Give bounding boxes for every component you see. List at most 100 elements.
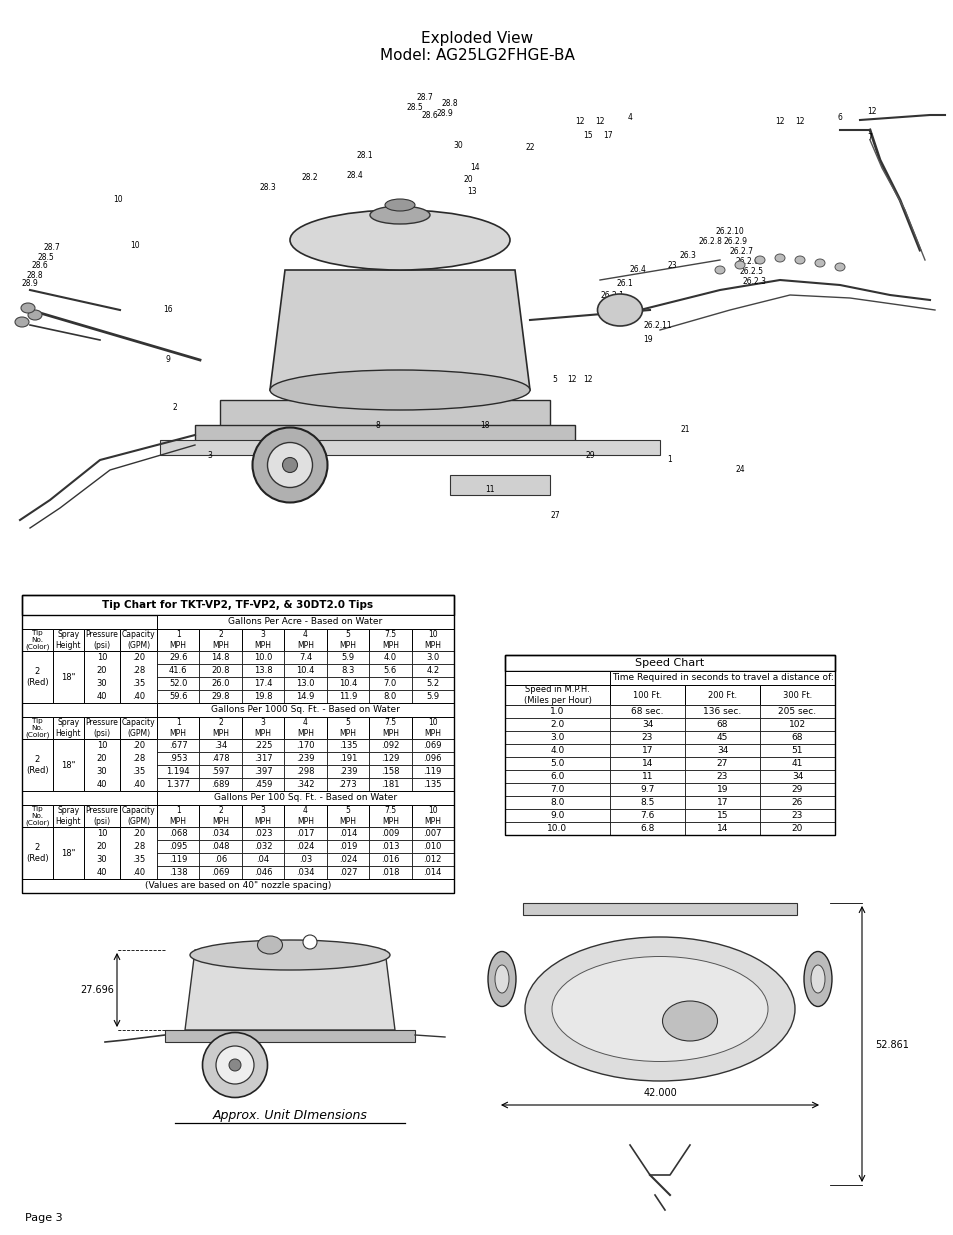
Bar xyxy=(450,475,550,495)
Text: 28.9: 28.9 xyxy=(22,279,38,288)
Bar xyxy=(22,629,52,651)
Ellipse shape xyxy=(215,1046,253,1084)
Bar xyxy=(760,731,834,743)
Text: 2
(Red): 2 (Red) xyxy=(26,667,49,687)
Text: .119: .119 xyxy=(423,767,441,776)
Polygon shape xyxy=(270,270,530,390)
Bar xyxy=(120,651,157,703)
Bar xyxy=(504,705,609,718)
Text: 27: 27 xyxy=(716,760,727,768)
Text: Tip
No.
(Color): Tip No. (Color) xyxy=(25,805,50,826)
Bar xyxy=(284,664,326,677)
Bar xyxy=(411,677,454,690)
Text: 26.2.3: 26.2.3 xyxy=(742,278,766,287)
Text: 9.7: 9.7 xyxy=(639,785,654,794)
Bar xyxy=(120,739,157,790)
Text: 15: 15 xyxy=(582,131,592,140)
Bar xyxy=(199,739,242,752)
Text: Tip
No.
(Color): Tip No. (Color) xyxy=(25,718,50,739)
Text: .007: .007 xyxy=(423,829,441,839)
Bar xyxy=(242,805,284,827)
Bar xyxy=(326,739,369,752)
Bar xyxy=(369,840,411,853)
Text: .953: .953 xyxy=(169,755,188,763)
Bar xyxy=(504,671,609,685)
Bar xyxy=(326,664,369,677)
Bar xyxy=(369,764,411,778)
Text: .017: .017 xyxy=(296,829,314,839)
Bar xyxy=(157,739,199,752)
Bar xyxy=(157,651,199,664)
Text: 12: 12 xyxy=(866,107,876,116)
Text: 8.0: 8.0 xyxy=(550,798,564,806)
Ellipse shape xyxy=(202,1032,267,1098)
Text: 2
MPH: 2 MPH xyxy=(212,630,229,650)
Text: .40: .40 xyxy=(132,781,145,789)
Bar xyxy=(684,718,760,731)
Ellipse shape xyxy=(303,935,316,948)
Text: .158: .158 xyxy=(380,767,399,776)
Text: 13: 13 xyxy=(467,188,476,196)
Text: .069: .069 xyxy=(423,741,441,750)
Bar xyxy=(326,805,369,827)
Text: 68 sec.: 68 sec. xyxy=(631,706,663,716)
Text: 17.4: 17.4 xyxy=(253,679,272,688)
Text: .34: .34 xyxy=(213,741,227,750)
Text: .034: .034 xyxy=(296,868,314,877)
Text: 11: 11 xyxy=(641,772,653,781)
Bar xyxy=(760,685,834,705)
Ellipse shape xyxy=(253,427,327,503)
Text: .170: .170 xyxy=(296,741,314,750)
Text: 18": 18" xyxy=(61,673,75,682)
Bar xyxy=(284,778,326,790)
Text: 2.0: 2.0 xyxy=(550,720,564,729)
Bar xyxy=(194,425,575,443)
Bar xyxy=(199,778,242,790)
Bar xyxy=(504,655,834,671)
Text: 26: 26 xyxy=(791,798,802,806)
Bar xyxy=(84,718,120,739)
Ellipse shape xyxy=(488,951,516,1007)
Bar xyxy=(504,769,609,783)
Bar xyxy=(157,827,199,840)
Text: 42.000: 42.000 xyxy=(642,1088,677,1098)
Text: 10: 10 xyxy=(96,653,107,662)
Text: .069: .069 xyxy=(212,868,230,877)
Text: .032: .032 xyxy=(253,842,272,851)
Text: 12: 12 xyxy=(582,375,592,384)
Bar xyxy=(411,778,454,790)
Bar xyxy=(242,778,284,790)
Text: 18": 18" xyxy=(61,848,75,857)
Text: Speed in M.P.H.
(Miles per Hour): Speed in M.P.H. (Miles per Hour) xyxy=(523,685,591,705)
Bar xyxy=(411,827,454,840)
Text: .689: .689 xyxy=(212,781,230,789)
Bar xyxy=(504,731,609,743)
Bar xyxy=(242,853,284,866)
Bar xyxy=(284,677,326,690)
Text: Pressure
(psi): Pressure (psi) xyxy=(86,630,118,650)
Text: .014: .014 xyxy=(338,829,356,839)
Text: .009: .009 xyxy=(381,829,399,839)
Bar xyxy=(22,739,52,790)
Text: 21: 21 xyxy=(679,426,689,435)
Bar xyxy=(326,718,369,739)
Text: .459: .459 xyxy=(253,781,272,789)
Text: 7.4: 7.4 xyxy=(298,653,312,662)
Bar xyxy=(22,595,454,615)
Bar xyxy=(242,690,284,703)
Bar xyxy=(760,809,834,823)
Text: 23: 23 xyxy=(716,772,727,781)
Text: Pressure
(psi): Pressure (psi) xyxy=(86,719,118,737)
Bar xyxy=(284,690,326,703)
Text: 26.0: 26.0 xyxy=(212,679,230,688)
Bar xyxy=(157,790,454,805)
Text: Capacity
(GPM): Capacity (GPM) xyxy=(122,630,155,650)
Text: 29.8: 29.8 xyxy=(212,692,230,701)
Bar xyxy=(369,805,411,827)
Text: 26.2.7: 26.2.7 xyxy=(729,247,753,257)
Text: .027: .027 xyxy=(338,868,356,877)
Bar xyxy=(52,629,84,651)
Bar xyxy=(157,805,199,827)
Bar xyxy=(157,703,454,718)
Text: 23: 23 xyxy=(641,734,653,742)
